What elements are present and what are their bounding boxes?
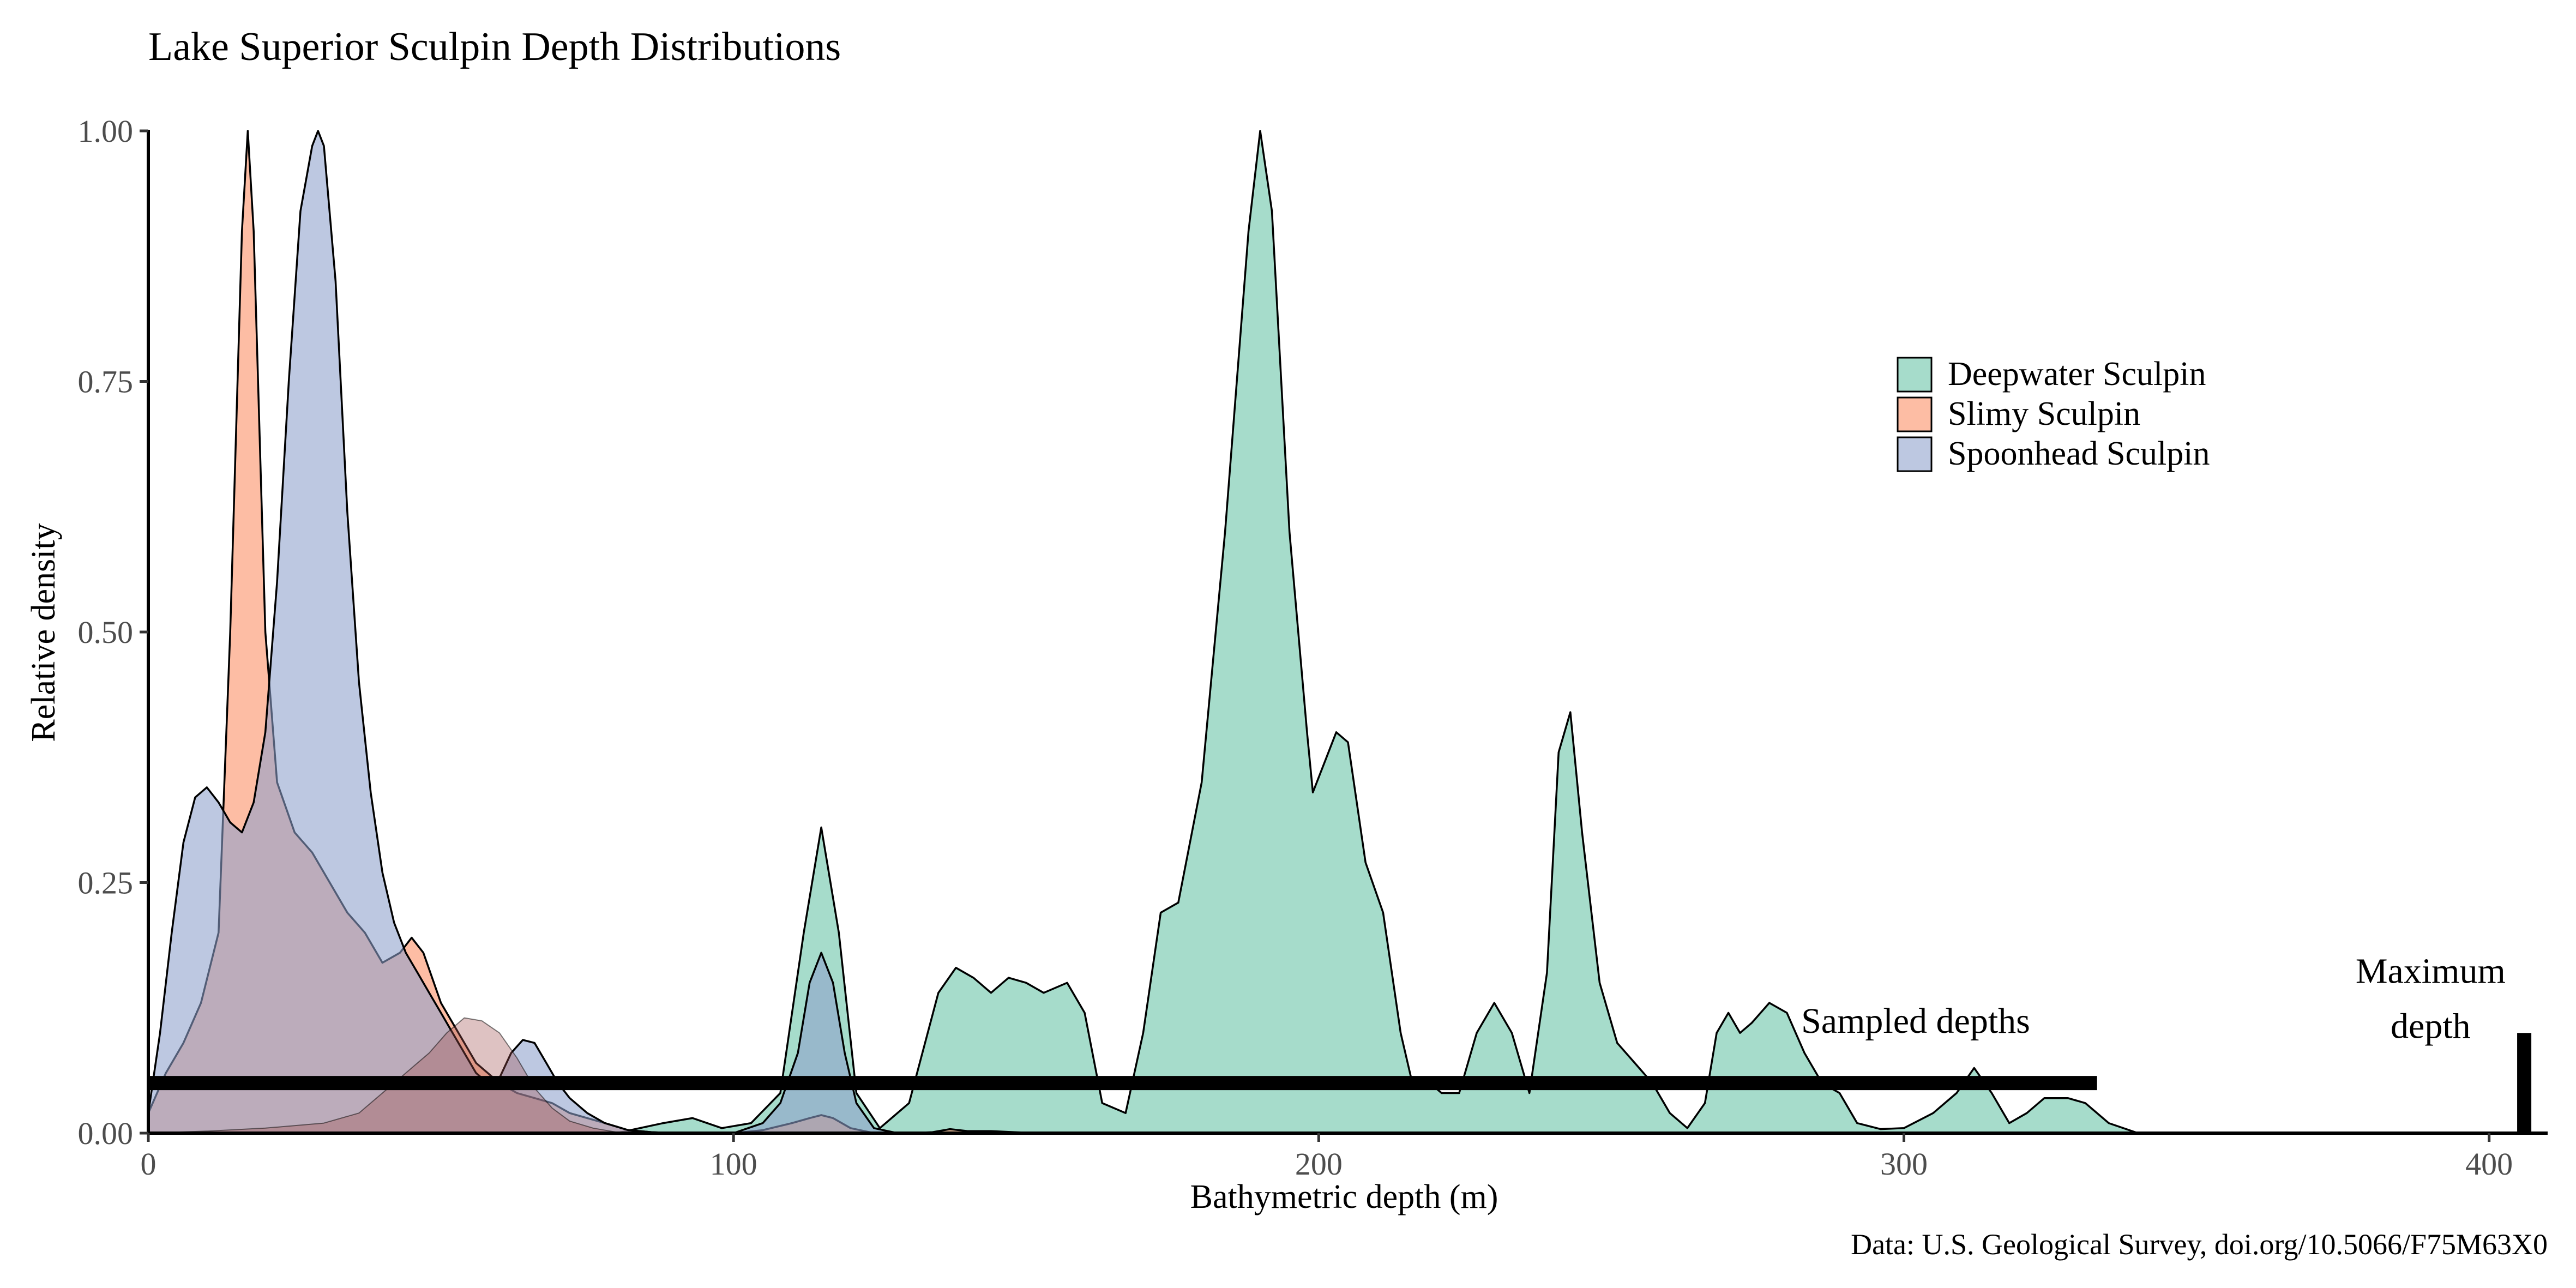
annotation-depth: depth [2391,1006,2471,1046]
x-tick-label: 400 [2465,1146,2513,1182]
y-axis-title: Relative density [25,523,62,742]
y-tick-label: 1.00 [78,113,134,149]
data-source-caption: Data: U.S. Geological Survey, doi.org/10… [1851,1228,2548,1261]
legend-label-deepwater-sculpin: Deepwater Sculpin [1948,356,2206,393]
legend-label-slimy-sculpin: Slimy Sculpin [1948,395,2140,432]
x-tick-label: 300 [1880,1146,1928,1182]
x-tick-label: 100 [710,1146,757,1182]
annotation-bars [148,1033,2532,1133]
y-tick-label: 0.00 [78,1116,134,1151]
density-area-deepwater-sculpin [147,130,2139,1134]
x-tick-label: 0 [141,1146,157,1182]
chart-title: Lake Superior Sculpin Depth Distribution… [148,25,841,69]
density-area-spoonhead-sculpin [147,130,899,1134]
annotation-maximum: Maximum [2356,951,2506,991]
tick-labels: 0 100 200 300 400 0.00 0.25 0.50 0.75 1.00 [78,113,2513,1182]
legend-key-deepwater-sculpin [1897,357,1933,393]
y-tick-label: 0.75 [78,364,134,400]
annotation-sampled-depths: Sampled depths [1801,1001,2030,1041]
y-tick-label: 0.50 [78,615,134,650]
legend-key-slimy-sculpin [1897,396,1933,432]
density-areas [147,130,2139,1134]
legend-label-spoonhead-sculpin: Spoonhead Sculpin [1948,435,2210,472]
annotations: Sampled depths Maximum depth [1801,951,2506,1046]
x-tick-label: 200 [1295,1146,1343,1182]
x-axis-title: Bathymetric depth (m) [1190,1178,1498,1215]
legend-key-spoonhead-sculpin [1897,436,1933,472]
y-tick-label: 0.25 [78,865,134,901]
density-area-overlap [148,1017,641,1134]
